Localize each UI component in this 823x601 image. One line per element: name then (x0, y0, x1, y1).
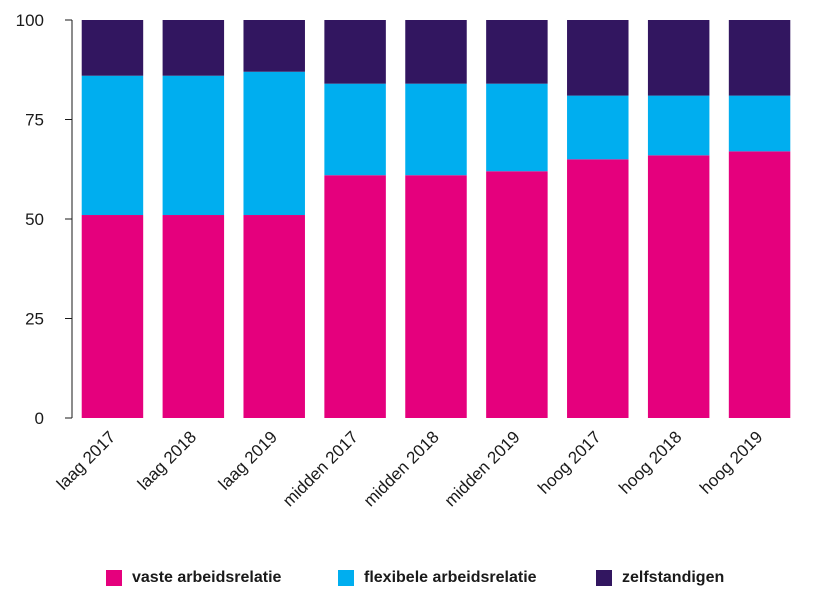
bar-segment-2-8 (647, 95, 710, 156)
bar-segment-2-3 (243, 71, 305, 216)
bar-segment-1-8 (647, 155, 710, 418)
bar-segment-3-4 (324, 20, 386, 84)
legend-item-zelfstandigen: zelfstandigen (596, 566, 724, 590)
x-tick-label: hoog 2018 (615, 427, 685, 497)
bar-segment-2-6 (486, 83, 548, 172)
x-tick-label: laag 2017 (53, 427, 119, 493)
x-tick-label: midden 2019 (441, 427, 524, 510)
x-tick-label: laag 2019 (215, 427, 281, 493)
bar-segment-1-3 (243, 215, 305, 418)
bar-segment-3-1 (81, 20, 144, 76)
legend-swatch-zelfstandigen (596, 570, 612, 586)
bar-segment-3-6 (486, 20, 548, 84)
bar-segment-1-6 (486, 171, 548, 418)
legend-swatch-vaste (106, 570, 122, 586)
x-tick-label: laag 2018 (134, 427, 200, 493)
legend-item-flexibele: flexibele arbeidsrelatie (338, 566, 537, 590)
x-tick-label: midden 2017 (279, 427, 362, 510)
bar-segment-3-5 (405, 20, 467, 84)
bar-segment-2-5 (405, 83, 467, 176)
bar-segment-3-3 (243, 20, 305, 72)
bars-group (81, 20, 791, 419)
legend-swatch-flexibele (338, 570, 354, 586)
y-axis: 0 25 50 75 100 (16, 11, 72, 428)
legend-label-zelfstandigen: zelfstandigen (622, 569, 725, 586)
bar-segment-1-5 (405, 175, 467, 418)
y-tick-label: 100 (16, 11, 44, 30)
bar-segment-1-1 (81, 215, 144, 418)
y-tick-label: 0 (35, 409, 44, 428)
bar-segment-2-4 (324, 83, 386, 176)
bar-segment-3-7 (567, 20, 629, 96)
legend-label-flexibele: flexibele arbeidsrelatie (364, 569, 537, 586)
x-tick-label: hoog 2017 (534, 427, 604, 497)
bar-segment-3-2 (162, 20, 225, 76)
bar-segment-2-9 (728, 95, 791, 152)
bar-segment-2-1 (81, 75, 144, 216)
bar-segment-2-7 (567, 95, 629, 160)
legend-label-vaste: vaste arbeidsrelatie (132, 569, 282, 586)
bar-segment-1-7 (567, 159, 629, 419)
legend: vaste arbeidsrelatie flexibele arbeidsre… (0, 566, 823, 590)
x-tick-label: hoog 2019 (696, 427, 766, 497)
bar-segment-2-2 (162, 75, 225, 216)
bar-segment-1-2 (162, 215, 225, 418)
y-tick-label: 50 (25, 210, 44, 229)
bar-segment-1-9 (728, 151, 791, 418)
bar-segment-3-9 (728, 20, 791, 96)
x-tick-label: midden 2018 (360, 427, 443, 510)
bar-segment-1-4 (324, 175, 386, 418)
y-tick-label: 25 (25, 310, 44, 329)
bar-segment-3-8 (647, 20, 710, 96)
legend-item-vaste: vaste arbeidsrelatie (106, 566, 281, 590)
y-tick-label: 75 (25, 111, 44, 130)
